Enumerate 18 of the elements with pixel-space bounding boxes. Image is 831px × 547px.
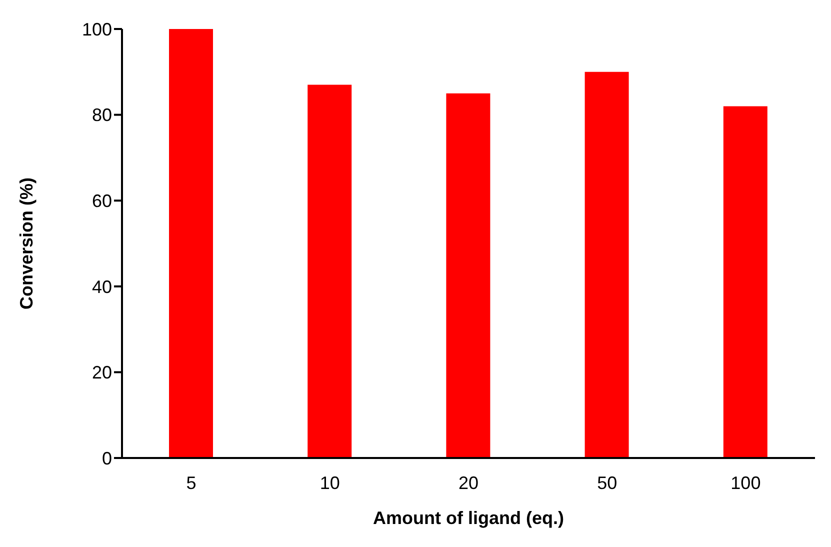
x-tick-label: 50: [597, 472, 618, 493]
x-tick-label: 5: [186, 472, 196, 493]
y-tick-label: 0: [102, 448, 112, 468]
y-tick-label: 60: [92, 190, 112, 211]
x-tick-label: 10: [320, 472, 340, 493]
y-tick-label: 40: [92, 276, 112, 297]
bar: [169, 29, 213, 458]
y-tick-label: 100: [82, 19, 112, 40]
x-axis-title: Amount of ligand (eq.): [373, 508, 564, 528]
bar: [446, 93, 490, 458]
y-axis-title: Conversion (%): [16, 177, 36, 310]
y-tick-label: 20: [92, 362, 112, 383]
bar: [584, 72, 629, 458]
bar: [723, 106, 768, 458]
x-tick-label: 100: [730, 472, 761, 493]
x-tick-label: 20: [458, 472, 479, 493]
bar: [308, 84, 352, 458]
y-tick-label: 80: [92, 105, 112, 126]
